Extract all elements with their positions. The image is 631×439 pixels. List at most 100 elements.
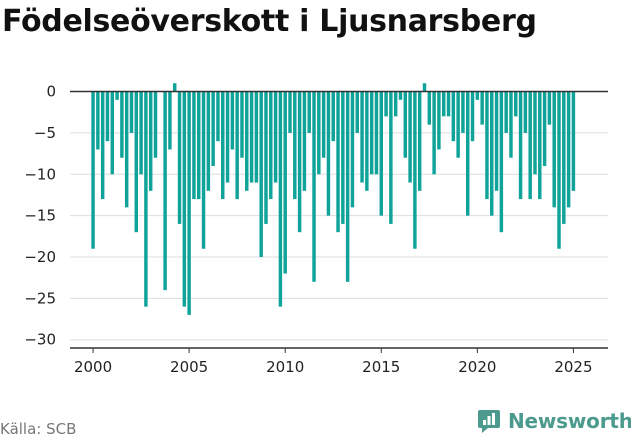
bar	[221, 91, 225, 200]
bar	[360, 91, 364, 183]
bar	[302, 91, 307, 191]
bar	[225, 91, 230, 183]
bar	[494, 91, 499, 191]
bar	[490, 91, 494, 216]
bar	[446, 91, 451, 117]
bar	[441, 91, 446, 117]
bar	[542, 91, 547, 166]
bar	[96, 91, 100, 150]
bar	[417, 91, 422, 191]
x-tick-labels: 2000 2005 2010 2015 2020 2025	[74, 358, 593, 376]
y-tick-label: 0	[46, 83, 56, 101]
bar	[533, 91, 537, 175]
bar	[235, 91, 239, 200]
bar	[562, 91, 566, 224]
bar	[350, 91, 355, 208]
bar	[187, 91, 191, 315]
bar	[307, 91, 311, 133]
y-tick-label: −20	[24, 248, 56, 266]
bar	[470, 91, 475, 142]
bar	[91, 91, 95, 249]
bar	[331, 91, 335, 142]
bar	[538, 91, 542, 200]
bars	[91, 83, 576, 315]
bar	[369, 91, 374, 175]
bar	[528, 91, 532, 200]
bar	[249, 91, 254, 183]
x-tick-label: 2020	[458, 358, 496, 376]
bar	[245, 91, 249, 191]
bar	[341, 91, 345, 224]
bar	[216, 91, 220, 142]
bar	[293, 91, 297, 200]
bar	[297, 91, 302, 233]
bar	[177, 91, 182, 224]
bar	[480, 91, 484, 125]
bar	[518, 91, 523, 200]
newsworthy-logo-icon	[478, 410, 500, 433]
bar	[240, 91, 244, 158]
bar	[100, 91, 105, 200]
y-tick-label: −10	[24, 165, 56, 183]
bar	[389, 91, 393, 224]
bar	[105, 91, 110, 142]
bar	[163, 91, 167, 291]
bar	[110, 91, 115, 175]
y-tick-label: −5	[34, 124, 56, 142]
bar	[365, 91, 369, 191]
bar	[269, 91, 273, 200]
bar	[321, 91, 326, 158]
bar	[192, 91, 196, 200]
bar	[456, 91, 460, 158]
x-tick-label: 2010	[266, 358, 304, 376]
y-tick-label: −30	[24, 331, 56, 349]
bar	[379, 91, 384, 216]
bar	[273, 91, 278, 183]
bar	[571, 91, 576, 191]
brand-name: Newsworthy	[508, 409, 631, 433]
x-tick-label: 2005	[170, 358, 208, 376]
bar	[566, 91, 571, 208]
bar	[408, 91, 412, 183]
bar	[355, 91, 359, 133]
bar	[499, 91, 504, 233]
bar	[259, 91, 263, 257]
bar	[288, 91, 292, 133]
bar	[432, 91, 436, 175]
bar	[461, 91, 465, 133]
bar	[413, 91, 417, 249]
bar	[317, 91, 321, 175]
bar	[172, 83, 177, 92]
y-tick-label: −15	[24, 207, 56, 225]
bar	[182, 91, 187, 307]
bar	[393, 91, 398, 117]
bar	[552, 91, 556, 208]
bar	[115, 91, 119, 100]
y-tick-label: −25	[24, 289, 56, 307]
bar	[384, 91, 388, 117]
brand-logo: Newsworthy	[476, 408, 631, 434]
bar	[264, 91, 268, 224]
bar	[336, 91, 340, 233]
bar	[168, 91, 172, 150]
bar	[153, 91, 158, 158]
x-tick-label: 2000	[74, 358, 112, 376]
bar	[523, 91, 528, 133]
x-tick-label: 2025	[554, 358, 592, 376]
bar	[451, 91, 456, 142]
bar	[197, 91, 201, 200]
bar	[509, 91, 513, 158]
bar	[345, 91, 350, 282]
bar	[475, 91, 480, 100]
bar	[206, 91, 211, 191]
bar	[278, 91, 283, 307]
bar	[437, 91, 441, 150]
bar	[485, 91, 489, 200]
bar	[129, 91, 134, 133]
bar	[201, 91, 206, 249]
bar	[124, 91, 129, 208]
y-tick-labels: 0 −5 −10 −15 −20 −25 −30	[24, 83, 56, 349]
bar	[514, 91, 518, 117]
bar	[283, 91, 287, 274]
